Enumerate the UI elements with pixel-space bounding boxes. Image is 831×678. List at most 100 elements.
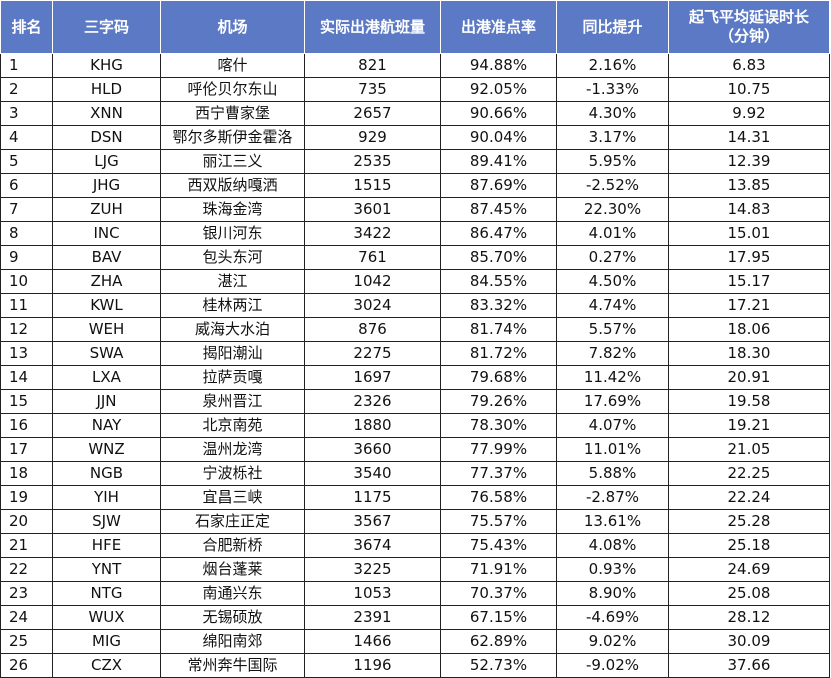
table-row: 2 HLD 呼伦贝尔东山 735 92.05% -1.33% 10.75	[0, 77, 830, 102]
code-cell: CZX	[52, 653, 161, 678]
code-cell: NGB	[52, 461, 161, 486]
yoy-cell: 4.50%	[556, 269, 669, 294]
yoy-cell: 9.02%	[556, 629, 669, 654]
delay-cell: 17.21	[668, 293, 830, 318]
flights-cell: 761	[304, 245, 441, 270]
delay-cell: 14.31	[668, 125, 830, 150]
delay-cell: 13.85	[668, 173, 830, 198]
table-row: 16 NAY 北京南苑 1880 78.30% 4.07% 19.21	[0, 413, 830, 438]
ontime-cell: 85.70%	[440, 245, 557, 270]
rank-cell: 1	[0, 53, 53, 78]
code-cell: BAV	[52, 245, 161, 270]
ontime-cell: 81.74%	[440, 317, 557, 342]
rank-cell: 2	[0, 77, 53, 102]
rank-cell: 7	[0, 197, 53, 222]
delay-cell: 21.05	[668, 437, 830, 462]
delay-cell: 15.17	[668, 269, 830, 294]
yoy-cell: 2.16%	[556, 53, 669, 78]
table-row: 14 LXA 拉萨贡嘎 1697 79.68% 11.42% 20.91	[0, 365, 830, 390]
ontime-cell: 90.04%	[440, 125, 557, 150]
airport-cell: 温州龙湾	[160, 437, 305, 462]
table-row: 21 HFE 合肥新桥 3674 75.43% 4.08% 25.18	[0, 533, 830, 558]
code-cell: WUX	[52, 605, 161, 630]
flights-cell: 1697	[304, 365, 441, 390]
ontime-cell: 77.99%	[440, 437, 557, 462]
table-row: 8 INC 银川河东 3422 86.47% 4.01% 15.01	[0, 221, 830, 246]
yoy-cell: -4.69%	[556, 605, 669, 630]
rank-cell: 24	[0, 605, 53, 630]
rank-cell: 22	[0, 557, 53, 582]
yoy-cell: 4.07%	[556, 413, 669, 438]
code-cell: WNZ	[52, 437, 161, 462]
code-cell: LJG	[52, 149, 161, 174]
yoy-cell: 11.42%	[556, 365, 669, 390]
yoy-cell: 7.82%	[556, 341, 669, 366]
delay-cell: 30.09	[668, 629, 830, 654]
table-row: 4 DSN 鄂尔多斯伊金霍洛 929 90.04% 3.17% 14.31	[0, 125, 830, 150]
airport-cell: 烟台蓬莱	[160, 557, 305, 582]
flights-cell: 2657	[304, 101, 441, 126]
delay-cell: 10.75	[668, 77, 830, 102]
airport-cell: 北京南苑	[160, 413, 305, 438]
delay-cell: 18.06	[668, 317, 830, 342]
airport-cell: 泉州晋江	[160, 389, 305, 414]
yoy-cell: 4.08%	[556, 533, 669, 558]
table-row: 18 NGB 宁波栎社 3540 77.37% 5.88% 22.25	[0, 461, 830, 486]
header-code: 三字码	[52, 0, 161, 54]
flights-cell: 3225	[304, 557, 441, 582]
flights-cell: 1175	[304, 485, 441, 510]
code-cell: ZHA	[52, 269, 161, 294]
code-cell: MIG	[52, 629, 161, 654]
ontime-cell: 76.58%	[440, 485, 557, 510]
rank-cell: 15	[0, 389, 53, 414]
delay-cell: 25.08	[668, 581, 830, 606]
table-row: 5 LJG 丽江三义 2535 89.41% 5.95% 12.39	[0, 149, 830, 174]
header-delay-line1: 起飞平均延误时长	[688, 8, 809, 26]
delay-cell: 12.39	[668, 149, 830, 174]
ontime-cell: 92.05%	[440, 77, 557, 102]
airport-cell: 银川河东	[160, 221, 305, 246]
code-cell: NTG	[52, 581, 161, 606]
airport-cell: 常州奔牛国际	[160, 653, 305, 678]
rank-cell: 4	[0, 125, 53, 150]
table-row: 9 BAV 包头东河 761 85.70% 0.27% 17.95	[0, 245, 830, 270]
table-row: 3 XNN 西宁曹家堡 2657 90.66% 4.30% 9.92	[0, 101, 830, 126]
yoy-cell: 5.95%	[556, 149, 669, 174]
delay-cell: 17.95	[668, 245, 830, 270]
code-cell: DSN	[52, 125, 161, 150]
header-yoy: 同比提升	[556, 0, 669, 54]
airport-cell: 宜昌三峡	[160, 485, 305, 510]
code-cell: JHG	[52, 173, 161, 198]
delay-cell: 22.25	[668, 461, 830, 486]
code-cell: KWL	[52, 293, 161, 318]
table-row: 10 ZHA 湛江 1042 84.55% 4.50% 15.17	[0, 269, 830, 294]
code-cell: YIH	[52, 485, 161, 510]
table-row: 23 NTG 南通兴东 1053 70.37% 8.90% 25.08	[0, 581, 830, 606]
yoy-cell: 17.69%	[556, 389, 669, 414]
rank-cell: 8	[0, 221, 53, 246]
flights-cell: 2326	[304, 389, 441, 414]
airport-cell: 珠海金湾	[160, 197, 305, 222]
ontime-cell: 62.89%	[440, 629, 557, 654]
ontime-cell: 67.15%	[440, 605, 557, 630]
yoy-cell: 4.30%	[556, 101, 669, 126]
ontime-cell: 89.41%	[440, 149, 557, 174]
ontime-cell: 84.55%	[440, 269, 557, 294]
rank-cell: 18	[0, 461, 53, 486]
airport-cell: 桂林两江	[160, 293, 305, 318]
table-row: 19 YIH 宜昌三峡 1175 76.58% -2.87% 22.24	[0, 485, 830, 510]
rank-cell: 19	[0, 485, 53, 510]
delay-cell: 15.01	[668, 221, 830, 246]
airport-cell: 湛江	[160, 269, 305, 294]
airport-cell: 西宁曹家堡	[160, 101, 305, 126]
rank-cell: 17	[0, 437, 53, 462]
airport-cell: 呼伦贝尔东山	[160, 77, 305, 102]
code-cell: LXA	[52, 365, 161, 390]
code-cell: ZUH	[52, 197, 161, 222]
delay-cell: 28.12	[668, 605, 830, 630]
header-ontime: 出港准点率	[440, 0, 557, 54]
flights-cell: 3674	[304, 533, 441, 558]
code-cell: NAY	[52, 413, 161, 438]
header-row: 排名 三字码 机场 实际出港航班量 出港准点率 同比提升 起飞平均延误时长 （分…	[0, 0, 830, 54]
rank-cell: 12	[0, 317, 53, 342]
